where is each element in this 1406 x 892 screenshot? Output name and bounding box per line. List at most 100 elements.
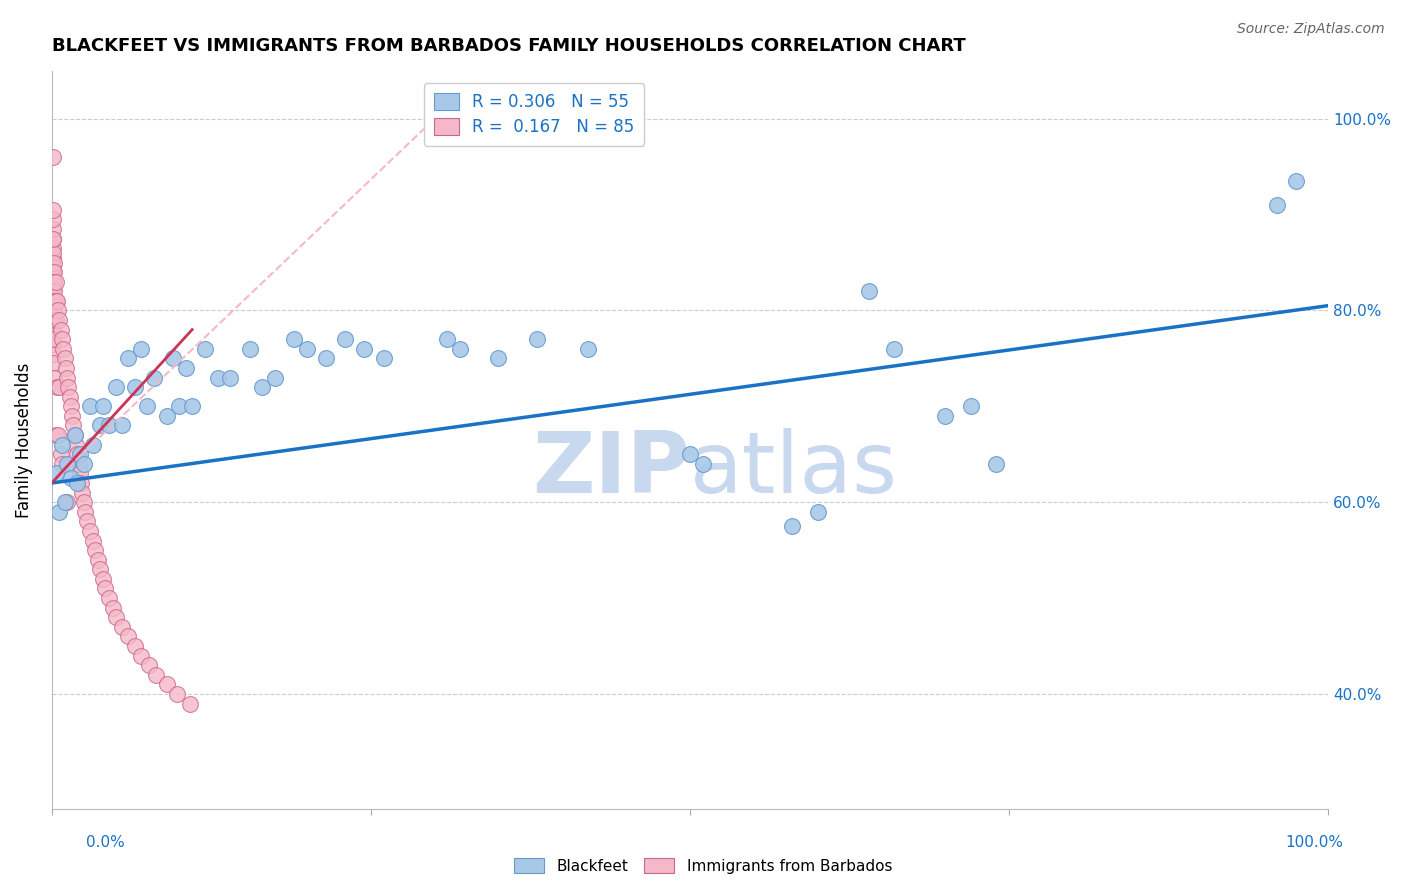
Point <box>986 457 1008 471</box>
Point <box>959 400 981 414</box>
Point <box>48 313 70 327</box>
Point <box>42 323 65 337</box>
Point <box>72 485 94 500</box>
Point <box>252 380 274 394</box>
Point <box>49 447 72 461</box>
Point <box>44 285 66 299</box>
Point <box>101 600 124 615</box>
Point <box>138 658 160 673</box>
Point <box>117 629 139 643</box>
Point <box>59 400 82 414</box>
Point <box>162 351 184 366</box>
Point <box>45 313 67 327</box>
Point <box>70 476 93 491</box>
Point <box>1265 198 1288 212</box>
Point <box>42 202 65 217</box>
Point <box>49 323 72 337</box>
Point <box>181 400 204 414</box>
Point <box>42 150 65 164</box>
Point <box>76 514 98 528</box>
Point <box>169 400 191 414</box>
Point <box>858 285 880 299</box>
Point <box>48 505 70 519</box>
Point <box>315 351 337 366</box>
Point <box>156 677 179 691</box>
Point <box>86 552 108 566</box>
Point <box>98 418 121 433</box>
Point <box>42 318 65 332</box>
Point <box>51 438 73 452</box>
Point <box>124 639 146 653</box>
Point <box>436 332 458 346</box>
Point <box>84 543 107 558</box>
Point <box>56 495 79 509</box>
Point <box>117 351 139 366</box>
Point <box>44 293 66 308</box>
Point <box>488 351 510 366</box>
Point <box>46 303 69 318</box>
Text: 0.0%: 0.0% <box>86 836 125 850</box>
Text: atlas: atlas <box>690 428 898 511</box>
Point <box>45 428 67 442</box>
Point <box>51 332 73 346</box>
Point <box>42 303 65 318</box>
Point <box>692 457 714 471</box>
Point <box>219 370 242 384</box>
Point <box>166 687 188 701</box>
Point <box>449 342 471 356</box>
Point <box>59 390 82 404</box>
Legend: R = 0.306   N = 55, R =  0.167   N = 85: R = 0.306 N = 55, R = 0.167 N = 85 <box>423 83 644 145</box>
Point <box>111 620 134 634</box>
Point <box>780 519 803 533</box>
Point <box>42 231 65 245</box>
Point <box>42 212 65 227</box>
Point <box>42 241 65 255</box>
Text: Source: ZipAtlas.com: Source: ZipAtlas.com <box>1237 22 1385 37</box>
Point <box>63 428 86 442</box>
Point <box>69 447 91 461</box>
Point <box>46 428 69 442</box>
Point <box>44 265 66 279</box>
Point <box>207 370 229 384</box>
Point <box>42 265 65 279</box>
Legend: Blackfeet, Immigrants from Barbados: Blackfeet, Immigrants from Barbados <box>508 852 898 880</box>
Point <box>42 246 65 260</box>
Point <box>42 251 65 265</box>
Point <box>145 667 167 681</box>
Point <box>42 293 65 308</box>
Point <box>73 457 96 471</box>
Point <box>66 447 89 461</box>
Point <box>42 222 65 236</box>
Point <box>111 418 134 433</box>
Point <box>239 342 262 356</box>
Point <box>44 313 66 327</box>
Point <box>335 332 357 346</box>
Point <box>353 342 375 356</box>
Point <box>883 342 905 356</box>
Point <box>53 351 76 366</box>
Point <box>98 591 121 605</box>
Point <box>526 332 548 346</box>
Point <box>79 524 101 538</box>
Point <box>45 293 67 308</box>
Point <box>52 342 75 356</box>
Point <box>48 380 70 394</box>
Point <box>91 400 114 414</box>
Point <box>42 293 65 308</box>
Point <box>62 418 84 433</box>
Point <box>42 356 65 370</box>
Point <box>63 428 86 442</box>
Point <box>60 409 83 423</box>
Point <box>56 457 79 471</box>
Point <box>283 332 305 346</box>
Point <box>94 582 117 596</box>
Point <box>174 361 197 376</box>
Point <box>91 572 114 586</box>
Point <box>89 562 111 576</box>
Text: 100.0%: 100.0% <box>1285 836 1344 850</box>
Point <box>156 409 179 423</box>
Point <box>59 471 82 485</box>
Point <box>42 346 65 360</box>
Point <box>129 648 152 663</box>
Point <box>82 438 104 452</box>
